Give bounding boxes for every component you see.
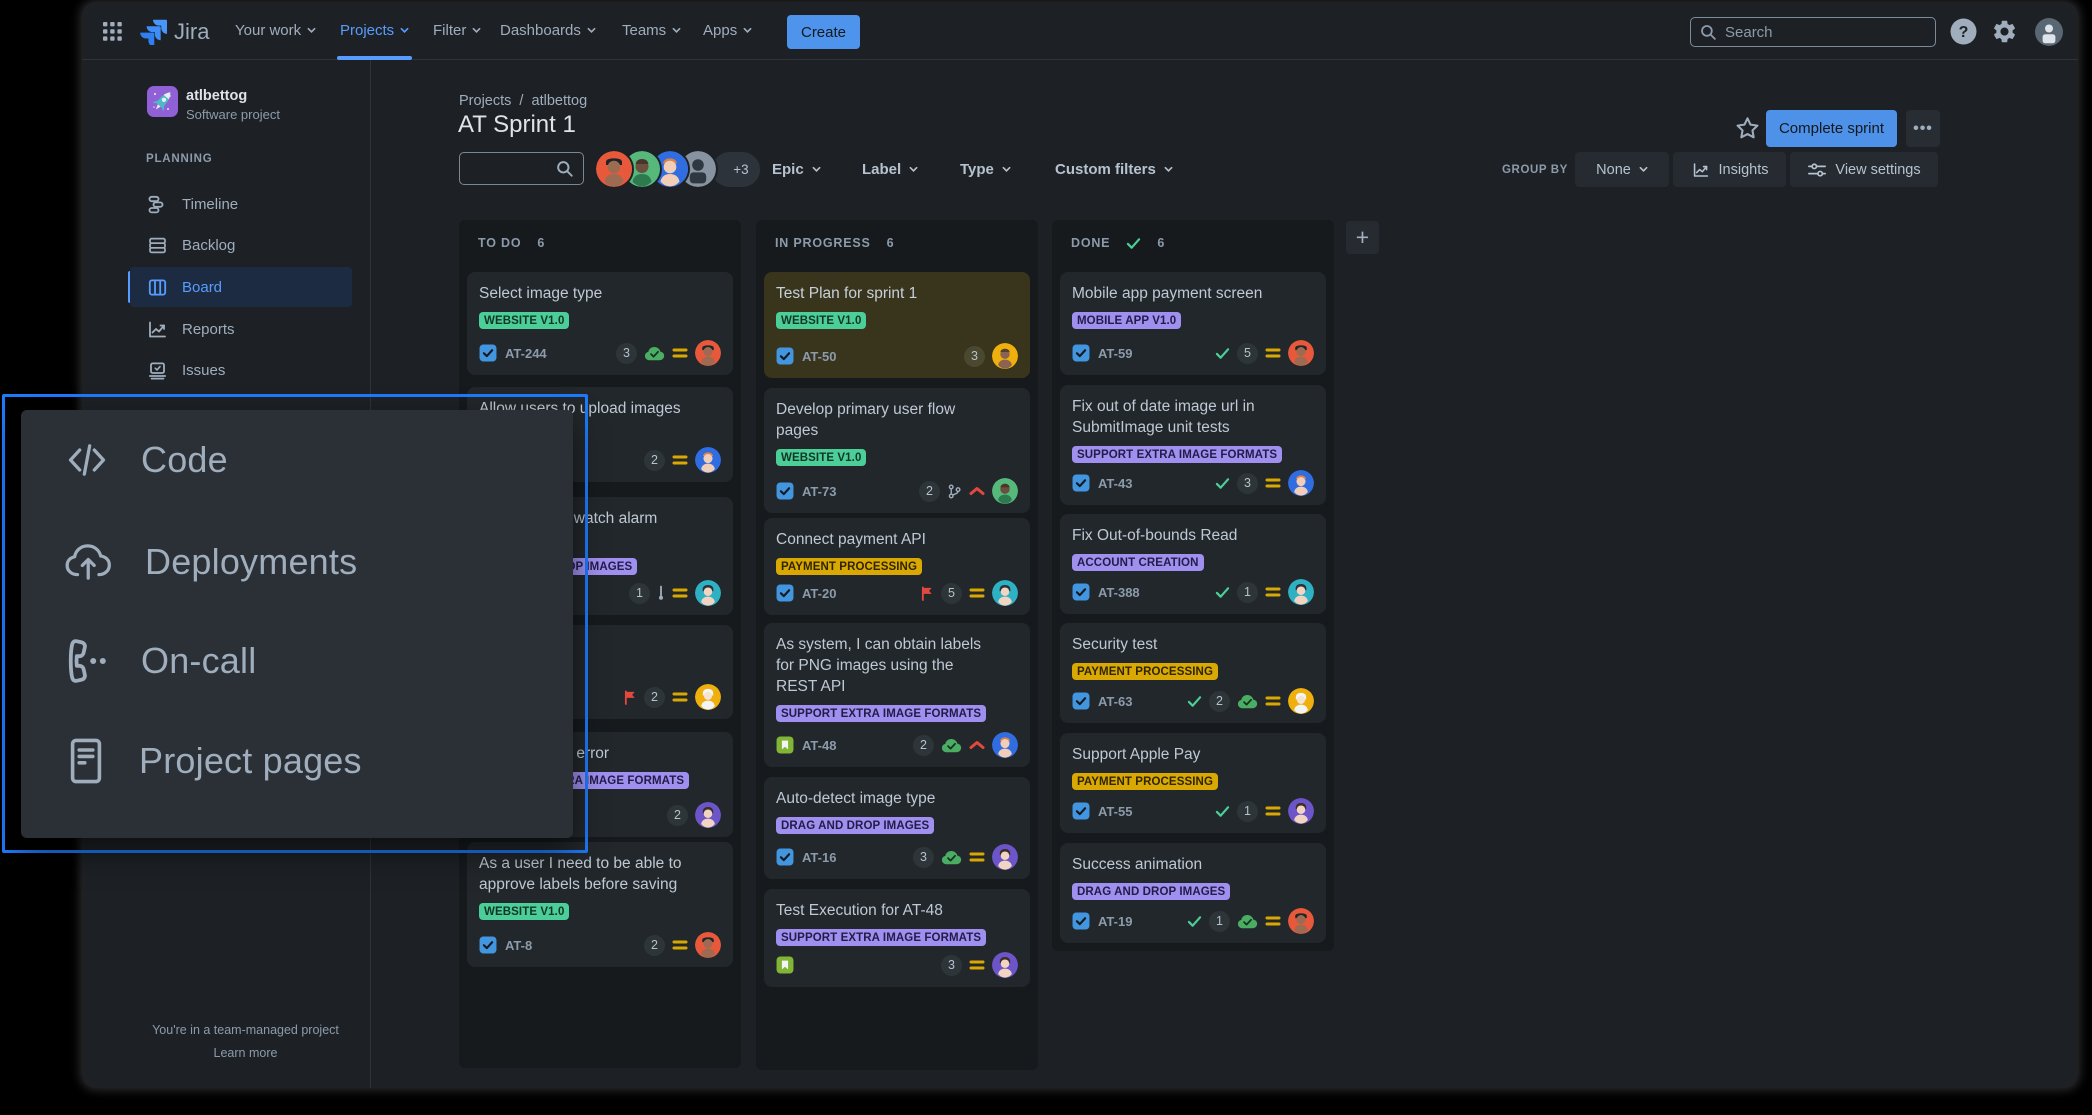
svg-text:?: ? bbox=[1959, 24, 1969, 41]
